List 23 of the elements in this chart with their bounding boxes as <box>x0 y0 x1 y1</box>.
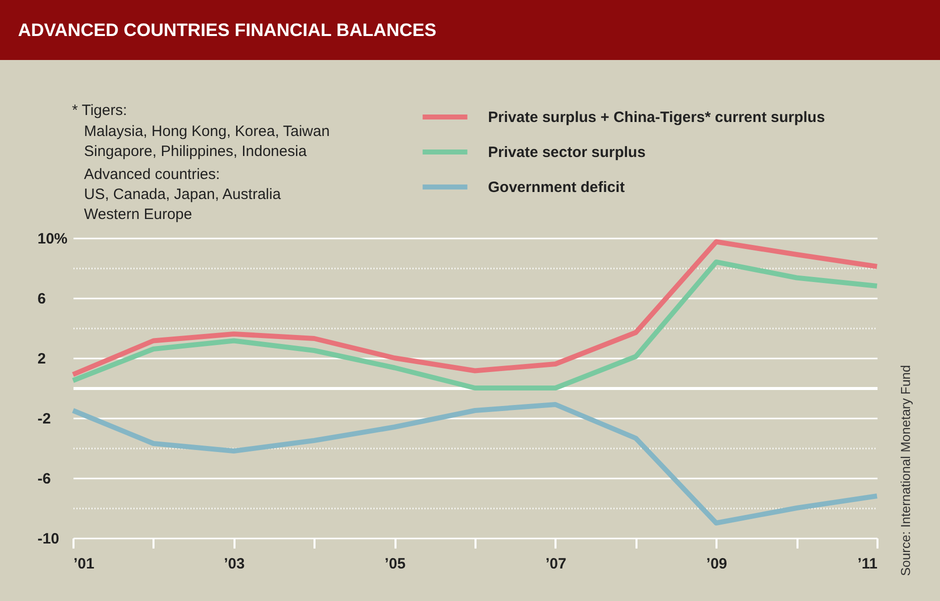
text: Singapore, Philippines, Indonesia <box>84 143 307 160</box>
text: * Tigers: <box>72 102 128 119</box>
x-tick-label: ’09 <box>706 556 728 572</box>
text: Malaysia, Hong Kong, Korea, Taiwan <box>84 123 330 140</box>
y-tick-label: -6 <box>38 470 51 488</box>
x-tick-label: ’11 <box>857 556 878 572</box>
source-note: Source: International Monetary Fund <box>898 364 913 576</box>
y-tick-label: -2 <box>38 410 51 428</box>
text: US, Canada, Japan, Australia <box>84 186 281 203</box>
x-tick-label: ’03 <box>224 556 245 572</box>
y-tick-label: 6 <box>38 290 46 308</box>
x-tick-label: ’05 <box>384 556 406 572</box>
legend-label: Private surplus + China-Tigers* current surplus <box>488 109 825 126</box>
x-tick-label: ’01 <box>74 556 94 572</box>
y-tick-label: -10 <box>38 530 60 548</box>
x-tick-label: ’07 <box>545 556 566 572</box>
text: Advanced countries: <box>84 166 220 183</box>
y-tick-label: 2 <box>38 350 46 368</box>
legend-label: Government deficit <box>488 179 625 196</box>
legend-label: Private sector surplus <box>488 144 646 161</box>
y-tick-label: 10% <box>38 230 68 248</box>
text: Western Europe <box>84 206 192 223</box>
chart-title: ADVANCED COUNTRIES FINANCIAL BALANCES <box>18 20 436 41</box>
